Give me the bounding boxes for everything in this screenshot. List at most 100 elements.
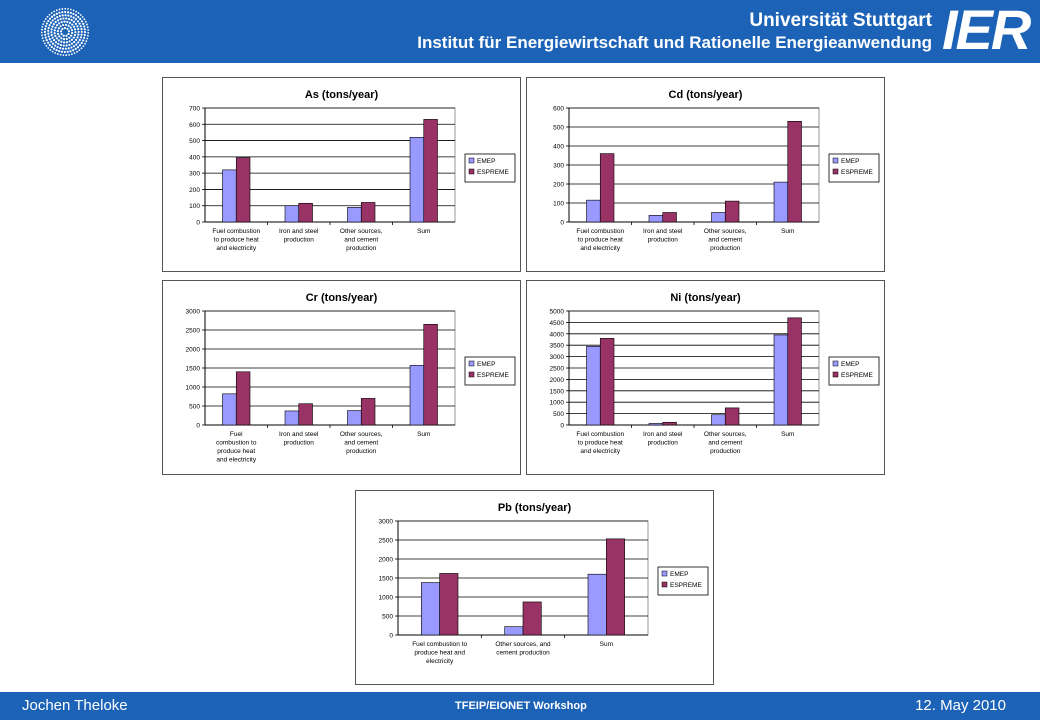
bar-emep-0 xyxy=(586,199,601,223)
legend-swatch-espreme xyxy=(832,371,839,378)
y-tick-label: 2000 xyxy=(550,377,565,384)
bar-emep-1 xyxy=(648,423,664,426)
y-tick-label: 1500 xyxy=(379,576,394,583)
x-tick-label: Iron and steel production xyxy=(279,228,319,244)
bar-emep-0 xyxy=(222,169,237,223)
y-tick-label: 2000 xyxy=(379,557,394,564)
y-tick-label: 5000 xyxy=(550,309,565,316)
bar-emep-0 xyxy=(222,393,237,426)
university-name: Universität Stuttgart xyxy=(749,10,932,31)
bar-emep-2 xyxy=(587,573,607,636)
y-tick-label: 100 xyxy=(553,201,564,208)
y-tick-label: 0 xyxy=(560,220,564,227)
y-tick-label: 100 xyxy=(189,203,200,210)
footer-bar: Jochen Theloke TFEIP/EIONET Workshop 12.… xyxy=(0,692,1040,720)
chart-svg-cd: Cd (tons/year) 0 100 200 300 400 500 600 Fuel co… xyxy=(553,89,880,252)
y-tick-label: 400 xyxy=(189,154,200,161)
y-tick-label: 700 xyxy=(189,106,200,113)
x-tick-label: Sum xyxy=(600,641,613,648)
legend-label-espreme: ESPREME xyxy=(477,372,509,379)
bar-espreme-1 xyxy=(662,421,677,426)
institute-name: Institut für Energiewirtschaft und Ratio… xyxy=(417,33,932,52)
legend-swatch-emep xyxy=(468,157,475,164)
bar-emep-2 xyxy=(711,212,726,223)
legend-swatch-espreme xyxy=(468,371,475,378)
x-tick-label: Iron and steel production xyxy=(643,228,683,244)
legend-label-emep: EMEP xyxy=(477,158,495,165)
footer-date: 12. May 2010 xyxy=(915,697,1006,714)
x-tick-label: Iron and steel production xyxy=(643,431,683,447)
y-tick-label: 1000 xyxy=(379,595,394,602)
y-tick-label: 0 xyxy=(196,220,200,227)
y-tick-label: 2500 xyxy=(379,538,394,545)
legend-swatch-emep xyxy=(832,360,839,367)
y-tick-label: 500 xyxy=(189,138,200,145)
legend-label-espreme: ESPREME xyxy=(670,582,702,589)
legend-swatch-emep xyxy=(468,360,475,367)
footer-event: TFEIP/EIONET Workshop xyxy=(455,700,587,712)
legend-box xyxy=(657,566,709,596)
x-tick-label: Other sources, and cement production xyxy=(704,431,747,455)
bar-emep-2 xyxy=(347,207,362,223)
y-tick-label: 4000 xyxy=(550,331,565,338)
x-tick-label: Sum xyxy=(781,431,794,438)
chart-svg-as: As (tons/year) 0 100 200 300 400 500 600 700 Fuel… xyxy=(189,89,516,252)
legend-label-espreme: ESPREME xyxy=(841,372,873,379)
y-tick-label: 300 xyxy=(189,171,200,178)
bar-emep-0 xyxy=(421,582,440,636)
x-tick-label: Other sources, and cement production xyxy=(704,228,747,252)
y-tick-label: 0 xyxy=(196,423,200,430)
y-tick-label: 3000 xyxy=(379,519,394,526)
y-tick-label: 400 xyxy=(553,144,564,151)
bar-emep-1 xyxy=(284,410,300,426)
y-tick-label: 2500 xyxy=(186,328,201,335)
x-tick-label: Fuel combustion to produce heat and electri… xyxy=(216,431,257,464)
chart-title: Pb (tons/year) xyxy=(498,502,572,514)
y-tick-label: 1000 xyxy=(186,385,201,392)
bar-emep-0 xyxy=(586,346,601,426)
bar-espreme-1 xyxy=(298,202,313,223)
y-tick-label: 0 xyxy=(560,423,564,430)
ier-logo: IER xyxy=(942,0,1031,61)
bar-espreme-0 xyxy=(599,153,615,223)
y-tick-label: 4500 xyxy=(550,320,565,327)
y-tick-label: 600 xyxy=(553,106,564,113)
chart-svg-cr: Cr (tons/year) 0 500 1000 1500 2000 2500 3000 Fu… xyxy=(186,292,516,464)
bar-espreme-2 xyxy=(724,200,740,223)
bar-emep-1 xyxy=(648,215,664,223)
y-tick-label: 500 xyxy=(553,125,564,132)
legend-swatch-espreme xyxy=(468,168,475,175)
chart-svg-pb: Pb (tons/year) 0 500 1000 1500 2000 2500 3000 Fu… xyxy=(379,502,709,665)
y-tick-label: 300 xyxy=(553,163,564,170)
bar-espreme-2 xyxy=(360,398,376,426)
bar-espreme-0 xyxy=(235,157,251,223)
y-tick-label: 500 xyxy=(189,404,200,411)
legend-label-emep: EMEP xyxy=(477,361,495,368)
bar-emep-1 xyxy=(284,205,300,223)
bar-emep-3 xyxy=(773,334,789,426)
x-tick-label: Sum xyxy=(417,228,430,235)
header-bar: Universität Stuttgart Institut für Energ… xyxy=(0,0,1040,63)
legend-swatch-espreme xyxy=(832,168,839,175)
x-tick-label: Fuel combustion to produce heat and electr… xyxy=(576,228,624,252)
y-tick-label: 2000 xyxy=(186,347,201,354)
bar-emep-2 xyxy=(711,414,726,426)
legend-label-emep: EMEP xyxy=(841,361,859,368)
y-tick-label: 500 xyxy=(553,411,564,418)
chart-pb: Pb (tons/year) 0 500 1000 1500 2000 2500 3000 Fu… xyxy=(355,490,714,685)
x-tick-label: Other sources, and cement production xyxy=(340,228,383,252)
chart-svg-ni: Ni (tons/year) 0 500 1000 1500 2000 2500 3000 35… xyxy=(550,292,880,455)
y-tick-label: 3000 xyxy=(550,354,565,361)
bar-espreme-2 xyxy=(360,202,376,223)
bar-espreme-0 xyxy=(599,338,615,426)
legend-label-emep: EMEP xyxy=(670,571,688,578)
bar-espreme-1 xyxy=(298,403,313,426)
y-tick-label: 200 xyxy=(553,182,564,189)
bar-espreme-1 xyxy=(522,601,542,636)
chart-cd: Cd (tons/year) 0 100 200 300 400 500 600 Fuel co… xyxy=(526,77,885,272)
chart-ni: Ni (tons/year) 0 500 1000 1500 2000 2500 3000 35… xyxy=(526,280,885,475)
chart-title: Ni (tons/year) xyxy=(670,292,741,304)
bar-espreme-3 xyxy=(423,119,438,223)
university-logo-icon xyxy=(40,7,90,57)
y-tick-label: 200 xyxy=(189,187,200,194)
